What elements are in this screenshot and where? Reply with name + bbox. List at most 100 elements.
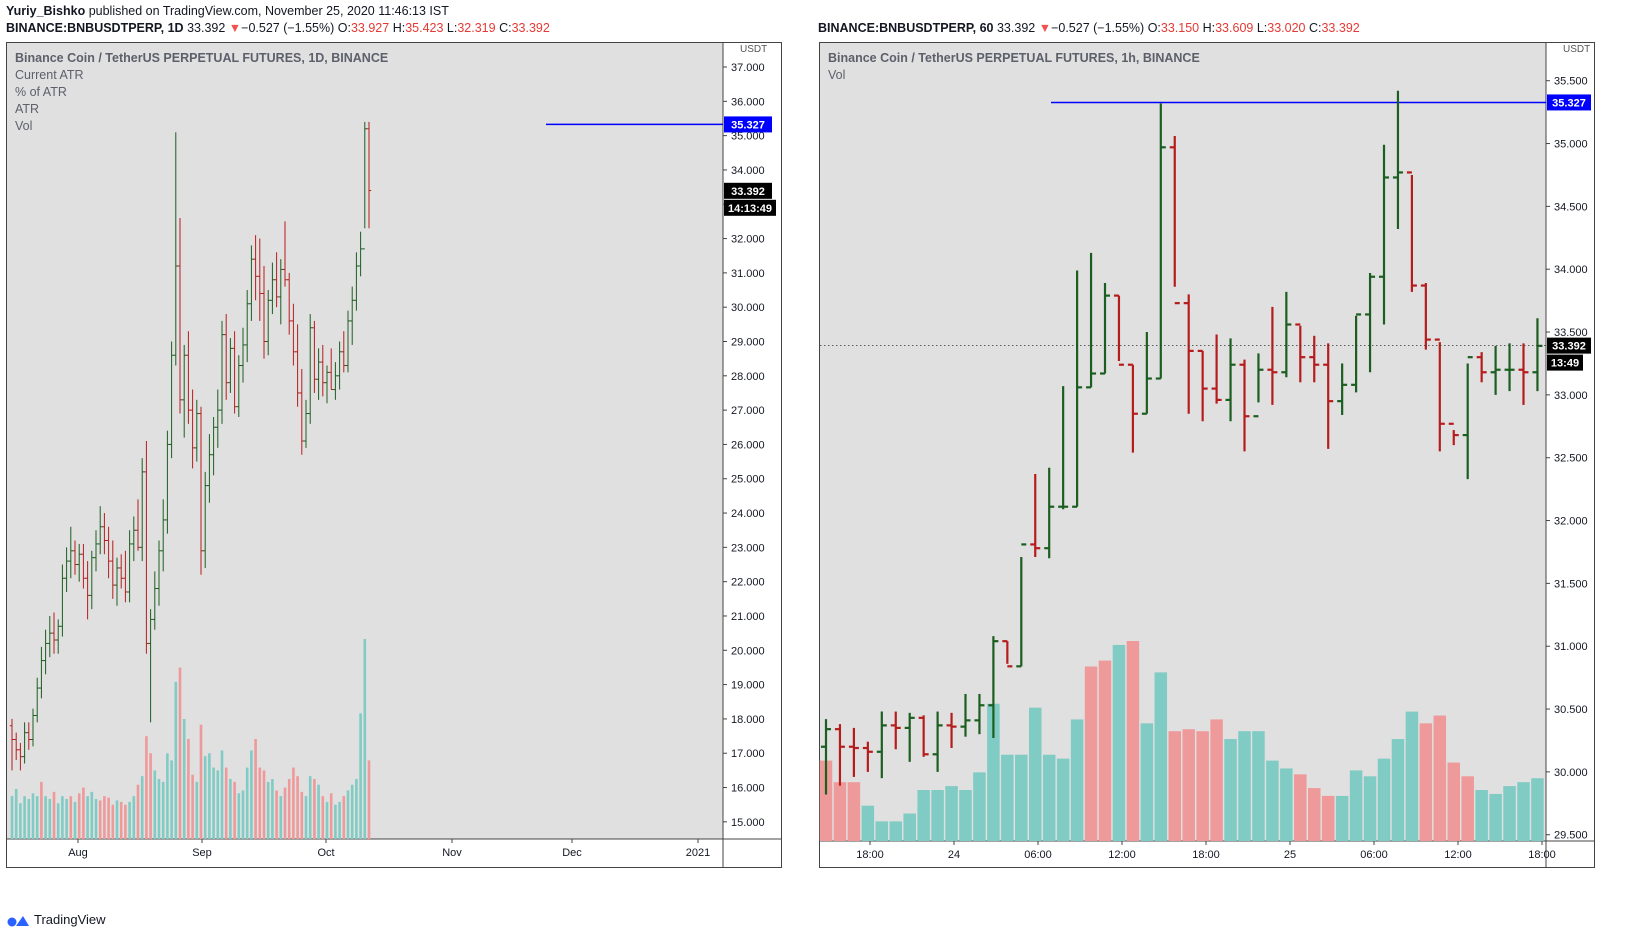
atr-label[interactable]: ATR	[15, 102, 40, 116]
daily-ohlc-chart[interactable]: USDT 15.000 16.000 17.000 18.000 19.000 20.000…	[6, 42, 814, 904]
right-volume-bar	[1475, 790, 1488, 841]
left-volume-bar	[56, 803, 60, 839]
tradingview-footer[interactable]: TradingView	[6, 912, 106, 927]
left-volume-bar	[111, 804, 115, 839]
left-high-value: 35.423	[405, 21, 444, 35]
left-volume-bar	[283, 787, 287, 839]
left-ohlc-bar	[257, 238, 262, 321]
left-volume-bar	[199, 724, 203, 839]
published-text: published on TradingView.com, November 2…	[88, 4, 449, 18]
right-ohlc-bar	[1351, 313, 1362, 393]
right-volume-bar	[1531, 778, 1544, 841]
left-ohlc-bar	[186, 331, 191, 424]
left-ohlc-bar	[43, 629, 48, 675]
left-ohlc-bar	[123, 550, 128, 603]
left-ohlc-bar	[64, 547, 69, 592]
right-y-tick-label: 35.000	[1554, 139, 1588, 151]
left-chart-title[interactable]: Binance Coin / TetherUS PERPETUAL FUTURE…	[15, 51, 389, 65]
right-volume-bar	[973, 772, 986, 841]
left-y-tick-label: 22.000	[731, 577, 765, 589]
right-volume-bar	[819, 760, 833, 841]
left-ohlc-bar	[177, 217, 183, 414]
left-y-tick-label: 31.000	[731, 268, 765, 280]
left-volume-bar	[170, 760, 173, 839]
right-ohlc-bar	[974, 693, 985, 735]
left-volume-bar	[182, 719, 186, 839]
left-volume-bar	[103, 796, 106, 839]
left-volume-bar	[27, 799, 31, 839]
left-last-price-label-bg	[724, 182, 772, 199]
left-volume-bar	[94, 799, 98, 839]
left-volume-bar	[313, 779, 316, 839]
right-x-tick-label: 12:00	[1108, 849, 1136, 861]
author-name[interactable]: Yuriy_Bishko	[6, 4, 86, 18]
hourly-ohlc-chart[interactable]: USDT 29.500 30.000 30.500 31.000 31.500 32.000…	[819, 42, 1626, 904]
left-symbol[interactable]: BINANCE:BNBUSDTPERP, 1D	[6, 21, 184, 35]
left-volume-bar	[73, 801, 77, 839]
right-ohlc-bar	[1504, 343, 1515, 392]
left-last-price-label: 33.392	[731, 186, 765, 198]
left-ohlc-bar	[77, 543, 82, 582]
left-countdown-label-bg	[724, 199, 776, 216]
right-chart-title[interactable]: Binance Coin / TetherUS PERPETUAL FUTURE…	[828, 51, 1200, 65]
right-ohlc-bar	[946, 712, 957, 749]
left-ohlc-bar	[299, 368, 304, 455]
right-ohlc-bar	[1155, 103, 1166, 380]
left-volume-bar	[153, 770, 157, 839]
left-ohlc-bar	[140, 458, 145, 562]
right-volume-bar	[1349, 770, 1363, 841]
left-y-tick-label: 15.000	[731, 817, 765, 829]
right-ohlc-bar	[932, 711, 943, 772]
current-atr-label[interactable]: Current ATR	[15, 68, 84, 82]
right-x-tick-label: 18:00	[856, 849, 884, 861]
right-volume-bar	[1084, 666, 1098, 841]
left-level-price-label: 35.327	[731, 119, 765, 131]
left-volume-bar	[308, 776, 312, 839]
left-volume-bar	[245, 767, 249, 839]
right-last-price-label-bg	[1547, 337, 1591, 354]
right-ohlc-bar	[1211, 334, 1222, 404]
left-volume-bar	[304, 796, 308, 839]
vol-label-right[interactable]: Vol	[828, 68, 846, 82]
left-x-tick-label: Aug	[68, 847, 88, 859]
left-ohlc-bar	[194, 399, 199, 462]
left-ohlc-bar	[131, 516, 136, 562]
right-volume-bar	[1224, 739, 1237, 841]
left-volume-bar	[241, 790, 245, 839]
left-ohlc-header: BINANCE:BNBUSDTPERP, 1D 33.392 ▼−0.527 (…	[6, 21, 550, 35]
left-y-tick-label: 26.000	[731, 439, 765, 451]
left-ohlc-bar	[39, 646, 44, 699]
vol-label-left[interactable]: Vol	[15, 119, 33, 133]
right-ohlc-bar	[1434, 338, 1445, 452]
left-x-tick-label: Sep	[192, 847, 212, 859]
right-volume-bar	[1029, 707, 1042, 841]
right-volume-bar	[1182, 729, 1195, 841]
left-volume-bar	[19, 803, 22, 839]
left-volume-bar	[35, 796, 39, 839]
left-volume-bar	[229, 779, 232, 839]
right-ohlc-bar	[848, 727, 859, 777]
right-y-tick-label: 34.500	[1554, 201, 1588, 213]
right-y-tick-label: 29.500	[1554, 830, 1588, 842]
right-volume-bar	[917, 790, 930, 841]
right-x-tick-label: 24	[948, 849, 960, 861]
left-y-tick-label: 32.000	[731, 234, 765, 246]
left-ohlc-bar	[224, 314, 229, 400]
right-ohlc-bar	[1337, 363, 1348, 415]
right-symbol[interactable]: BINANCE:BNBUSDTPERP, 60	[818, 21, 994, 35]
percent-atr-label[interactable]: % of ATR	[15, 85, 67, 99]
left-ohlc-bar	[119, 554, 124, 589]
right-ohlc-bar	[1141, 332, 1152, 415]
left-y-tick-label: 36.000	[731, 96, 765, 108]
left-ohlc-bar	[148, 609, 153, 723]
right-ohlc-bar	[1169, 135, 1180, 305]
left-y-tick-label: 20.000	[731, 645, 765, 657]
right-high-label: H:	[1202, 21, 1216, 35]
right-ohlc-bar	[960, 693, 971, 737]
right-ohlc-bar	[1253, 353, 1264, 418]
right-last-price-label: 33.392	[1552, 341, 1586, 353]
left-ohlc-bar	[182, 344, 187, 438]
right-x-tick-label: 06:00	[1360, 849, 1388, 861]
left-ohlc-bar	[291, 303, 296, 366]
right-y-tick-label: 34.000	[1554, 264, 1588, 276]
